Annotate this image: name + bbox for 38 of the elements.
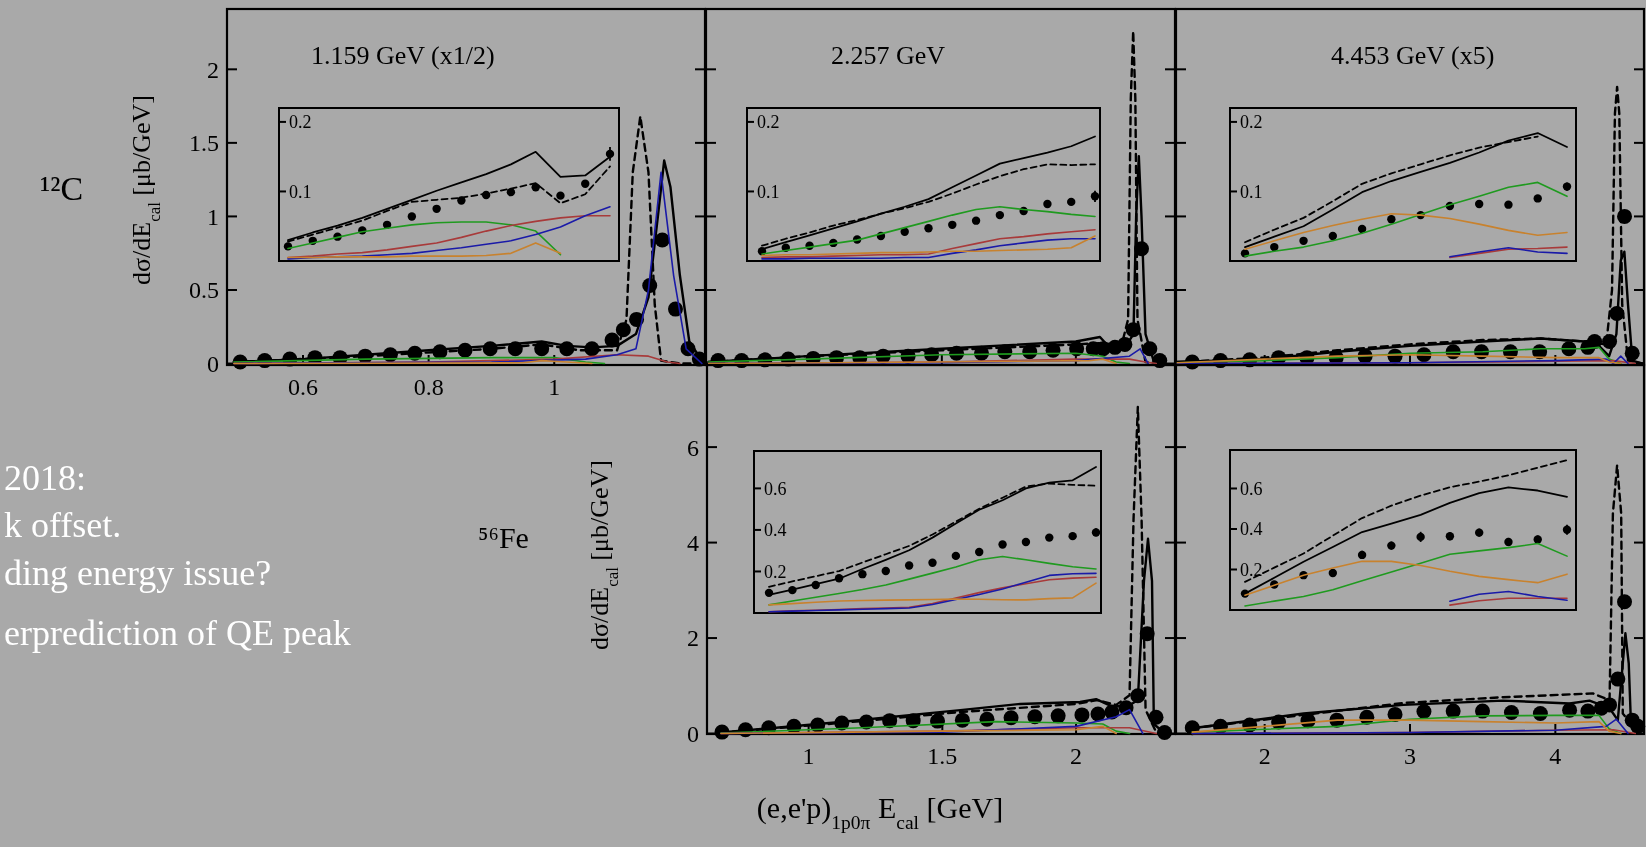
x-tick-label: 3 <box>1404 743 1416 769</box>
y-tick-label: 0.1 <box>1240 181 1263 202</box>
y-tick-label: 1.5 <box>189 130 219 157</box>
y-tick-label: 0.6 <box>1240 478 1263 499</box>
text: 4.453 GeV (x5) <box>1331 41 1495 70</box>
y-tick-label: 2 <box>687 625 699 652</box>
y-tick-label: 4 <box>687 529 699 556</box>
y-tick-label: 0.2 <box>764 561 787 582</box>
text: 1.159 GeV (x1/2) <box>311 41 495 70</box>
text: k offset. <box>4 505 122 545</box>
y-tick-label: 0.2 <box>1240 559 1263 580</box>
y-tick-label: 2 <box>207 56 219 83</box>
y-tick-label: 0.1 <box>289 181 312 202</box>
text: ⁵⁶Fe <box>478 521 529 554</box>
y-tick-label: 0.5 <box>189 277 219 304</box>
text: erprediction of QE peak <box>4 613 351 653</box>
x-tick-label: 1 <box>802 743 815 769</box>
text: 2018: <box>4 458 87 498</box>
y-tick-label: 0.6 <box>764 478 787 499</box>
x-tick-label: 4 <box>1549 743 1562 769</box>
y-tick-label: 0.1 <box>757 181 780 202</box>
x-tick-label: 0.8 <box>413 374 444 400</box>
y-tick-label: 0.2 <box>1240 112 1263 133</box>
y-tick-label: 0.2 <box>289 112 312 133</box>
y-tick-label: 1 <box>207 203 219 230</box>
y-tick-label: 6 <box>687 434 699 461</box>
x-tick-label: 1.5 <box>927 743 958 769</box>
y-tick-label: 0 <box>687 720 699 747</box>
y-tick-label: 0.4 <box>1240 519 1263 540</box>
text: ding energy issue? <box>4 553 272 593</box>
x-axis-title: (e,e'p)$_{1p0π}$ E$_{cal}$ [GeV] <box>756 791 1004 833</box>
y-tick-label: 0.2 <box>757 112 780 133</box>
text: 2.257 GeV <box>831 41 946 70</box>
text: ¹²C <box>40 170 84 207</box>
x-tick-label: 2 <box>1070 743 1083 769</box>
y-tick-label: 0.4 <box>764 520 787 541</box>
x-tick-label: 1 <box>548 374 561 400</box>
y-tick-label: 0 <box>207 350 219 377</box>
